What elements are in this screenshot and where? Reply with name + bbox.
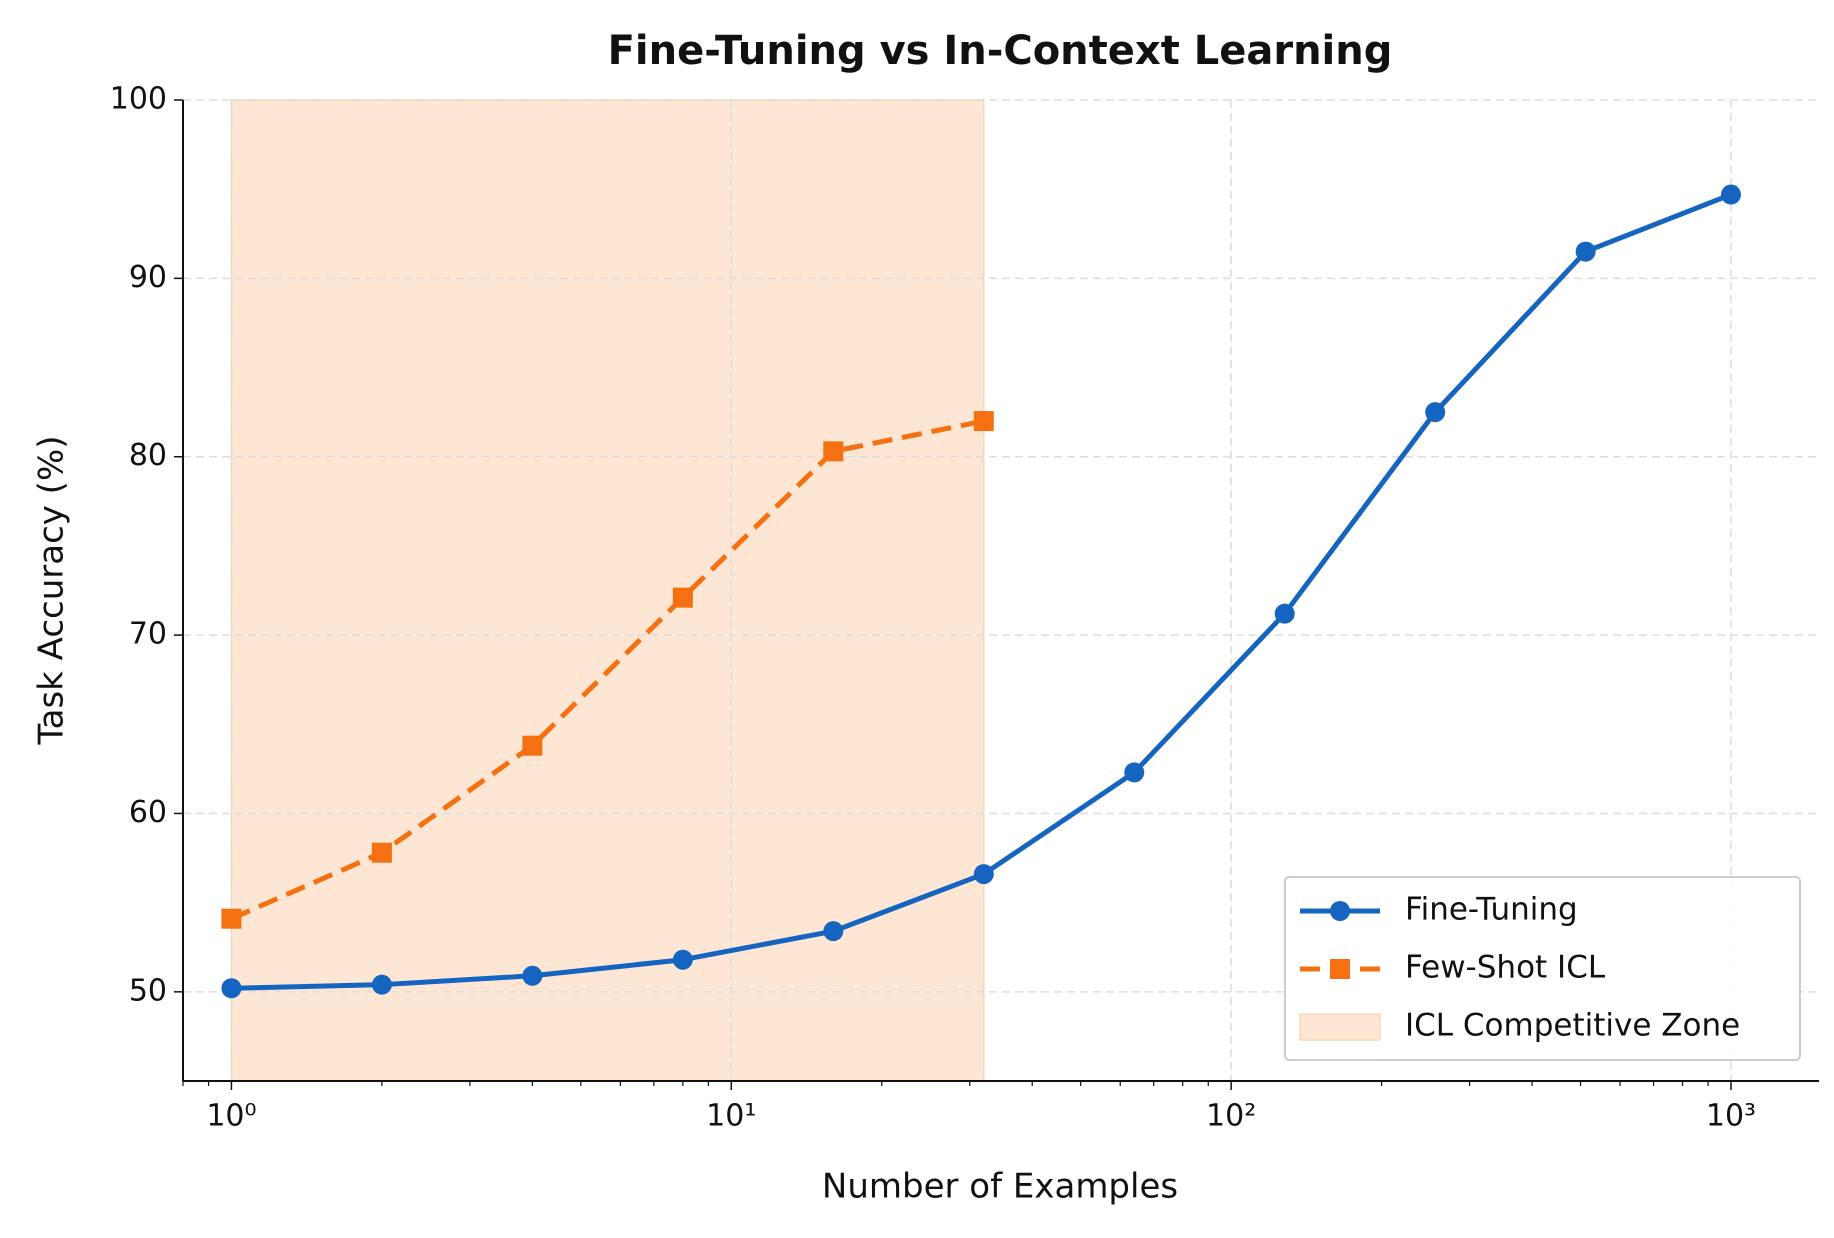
marker: [1720, 184, 1741, 205]
marker: [973, 864, 994, 885]
legend-label: Fine-Tuning: [1405, 892, 1578, 928]
shaded-zone: [230, 99, 985, 1082]
marker: [1575, 241, 1596, 262]
y-tick-label: 90: [129, 260, 167, 295]
marker: [371, 842, 392, 863]
legend-swatch: [1299, 1013, 1381, 1041]
y-tick-label: 100: [110, 82, 167, 117]
marker: [672, 949, 693, 970]
x-tick-label: 10³: [1706, 1099, 1756, 1134]
x-axis-label: Number of Examples: [822, 1167, 1178, 1207]
series-line: [230, 418, 985, 921]
marker: [1330, 901, 1350, 921]
x-tick-label: 10¹: [706, 1099, 756, 1134]
chart-title: Fine-Tuning vs In-Context Learning: [608, 28, 1393, 74]
marker: [1330, 959, 1350, 979]
marker: [1425, 402, 1446, 423]
y-tick-label: 50: [129, 973, 167, 1008]
marker: [221, 908, 242, 929]
marker: [371, 974, 392, 995]
legend-box: [1284, 876, 1801, 1061]
x-tick-label: 10²: [1206, 1099, 1256, 1134]
x-tick-label: 10⁰: [206, 1099, 256, 1134]
marker: [1274, 603, 1295, 624]
marker: [221, 978, 242, 999]
marker: [522, 735, 543, 756]
marker: [973, 411, 994, 432]
marker: [1124, 762, 1145, 783]
y-tick-label: 60: [129, 795, 167, 830]
marker: [823, 441, 844, 462]
marker: [522, 965, 543, 986]
legend-label: ICL Competitive Zone: [1405, 1008, 1740, 1044]
y-tick-label: 70: [129, 617, 167, 652]
y-tick-label: 80: [129, 438, 167, 473]
legend-label: Few-Shot ICL: [1405, 950, 1606, 986]
marker: [823, 921, 844, 942]
y-axis-label: Task Accuracy (%): [32, 435, 72, 745]
marker: [672, 587, 693, 608]
